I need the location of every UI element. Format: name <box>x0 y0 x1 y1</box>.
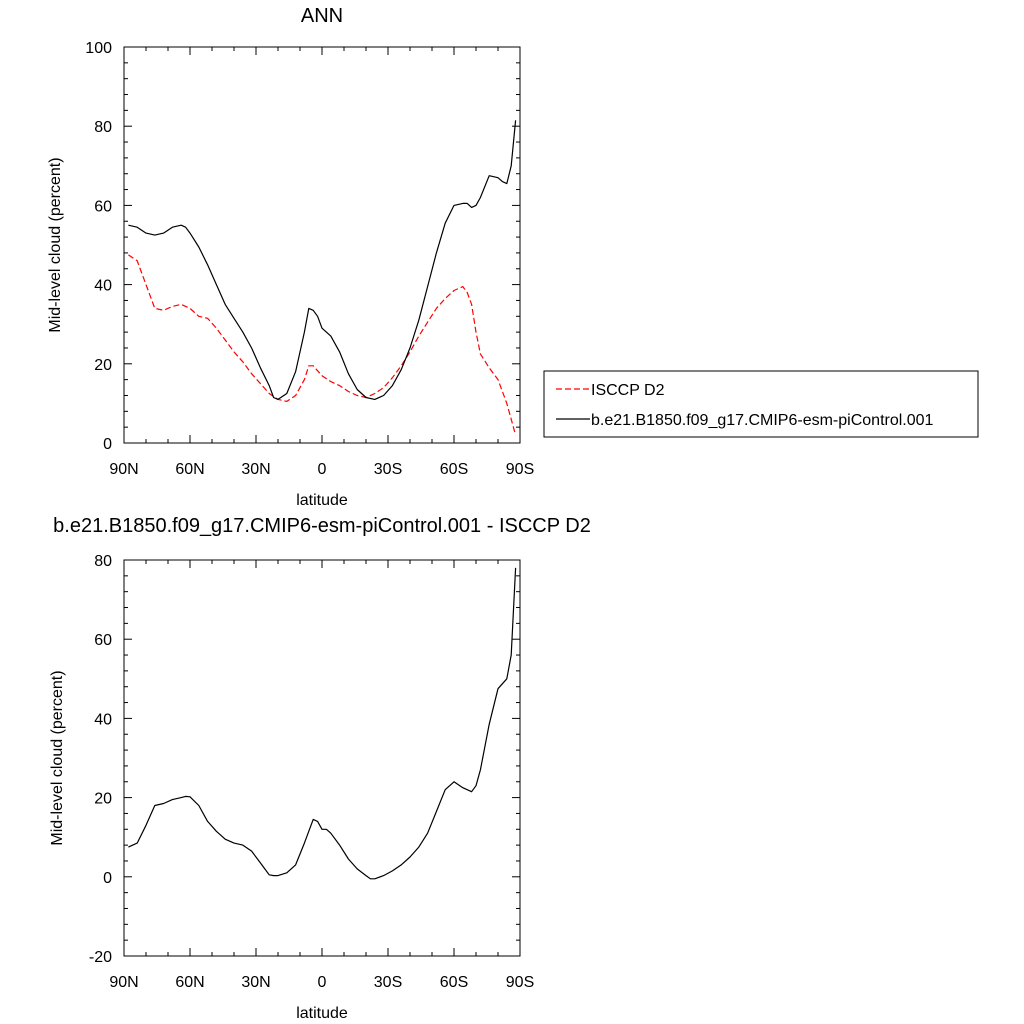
chart-top: ANN 0 20 40 60 80 100 90N 60N 30N 0 30S 60S 90S lat… <box>47 5 534 509</box>
chart-bottom-title: b.e21.B1850.f09_g17.CMIP6-esm-piControl.… <box>53 515 591 537</box>
y-tick-label: 80 <box>94 553 112 570</box>
x-tick-label: 60S <box>440 974 468 991</box>
chart-bottom-frame <box>123 559 521 957</box>
x-tick-label: 30N <box>241 461 270 478</box>
series-line-0 <box>128 567 517 880</box>
y-tick-label: 100 <box>85 40 112 57</box>
legend: ISCCP D2 b.e21.B1850.f09_g17.CMIP6-esm-p… <box>543 370 979 438</box>
y-tick-label: 20 <box>94 357 112 374</box>
chart-bottom: b.e21.B1850.f09_g17.CMIP6-esm-piControl.… <box>49 515 591 1022</box>
y-tick-label: 60 <box>94 632 112 649</box>
legend-label-model: b.e21.B1850.f09_g17.CMIP6-esm-piControl.… <box>591 412 934 429</box>
x-tick-label: 90N <box>109 974 138 991</box>
chart-top-y-label: Mid-level cloud (percent) <box>47 157 64 332</box>
chart-top-x-ticks: 90N 60N 30N 0 30S 60S 90S <box>109 47 534 478</box>
chart-bottom-x-label: latitude <box>296 1005 348 1022</box>
y-tick-label: 0 <box>103 436 112 453</box>
chart-bottom-x-ticks: 90N 60N 30N 0 30S 60S 90S <box>109 560 534 991</box>
y-tick-label: 40 <box>94 278 112 295</box>
x-tick-label: 90S <box>506 461 534 478</box>
chart-top-y-ticks: 0 20 40 60 80 100 <box>85 40 520 453</box>
chart-top-series <box>128 120 517 436</box>
legend-label-isccp: ISCCP D2 <box>591 382 665 399</box>
y-tick-label: 40 <box>94 711 112 728</box>
y-tick-label: 20 <box>94 791 112 808</box>
x-tick-label: 90S <box>506 974 534 991</box>
chart-bottom-y-label: Mid-level cloud (percent) <box>49 670 66 845</box>
y-tick-label: -20 <box>89 949 112 966</box>
chart-bottom-y-ticks: -20 0 20 40 60 80 <box>89 553 520 966</box>
y-tick-label: 80 <box>94 119 112 136</box>
series-line-1 <box>128 120 517 400</box>
x-tick-label: 0 <box>318 461 327 478</box>
x-tick-label: 30S <box>374 974 402 991</box>
x-tick-label: 60S <box>440 461 468 478</box>
chart-bottom-series <box>128 567 517 880</box>
series-line-0 <box>128 254 517 436</box>
chart-top-x-label: latitude <box>296 492 348 509</box>
y-tick-label: 0 <box>103 870 112 887</box>
chart-top-frame <box>123 46 521 444</box>
legend-box <box>543 370 979 438</box>
x-tick-label: 30S <box>374 461 402 478</box>
x-tick-label: 30N <box>241 974 270 991</box>
x-tick-label: 60N <box>175 461 204 478</box>
y-tick-label: 60 <box>94 198 112 215</box>
x-tick-label: 60N <box>175 974 204 991</box>
x-tick-label: 90N <box>109 461 138 478</box>
x-tick-label: 0 <box>318 974 327 991</box>
chart-top-title: ANN <box>301 5 343 27</box>
